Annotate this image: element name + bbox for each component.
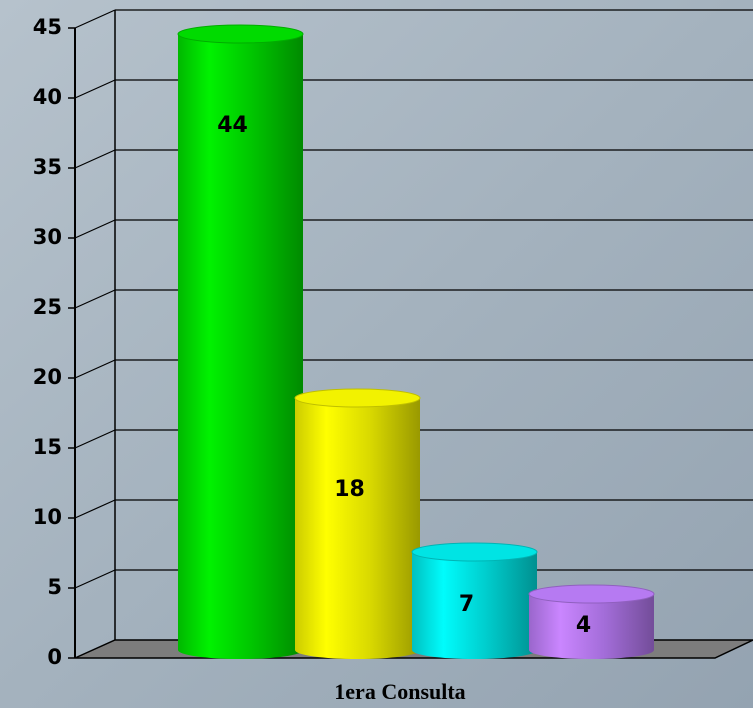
y-tick-label: 10 [33, 505, 62, 529]
grid-line [74, 569, 116, 589]
grid-line [74, 79, 116, 99]
value-label: 44 [217, 113, 248, 138]
grid-line [74, 359, 116, 379]
y-tick-label: 25 [33, 295, 62, 319]
cylinder-top [177, 24, 304, 44]
value-label: 7 [459, 592, 474, 617]
cylinder-body [178, 34, 303, 659]
cylinder-body [412, 552, 537, 659]
cylinder-top [411, 542, 538, 562]
cylinder-top [294, 388, 421, 408]
y-tick-label: 15 [33, 435, 62, 459]
y-tick-label: 35 [33, 155, 62, 179]
cylinder-top [528, 584, 655, 604]
grid-line [74, 9, 116, 29]
grid-line [74, 429, 116, 449]
y-tick-label: 5 [47, 575, 62, 599]
value-label: 4 [576, 613, 591, 638]
y-tick-label: 0 [47, 645, 62, 669]
category-label: 1era Consulta [334, 679, 465, 704]
y-tick-label: 45 [33, 15, 62, 39]
value-label: 18 [334, 477, 365, 502]
grid-line [74, 219, 116, 239]
grid-line [74, 289, 116, 309]
y-tick-label: 30 [33, 225, 62, 249]
y-tick-label: 40 [33, 85, 62, 109]
y-tick-label: 20 [33, 365, 62, 389]
grid-line [74, 499, 116, 519]
cylinder-body [529, 594, 654, 659]
cylinder-body [295, 398, 420, 659]
grid-line [74, 149, 116, 169]
